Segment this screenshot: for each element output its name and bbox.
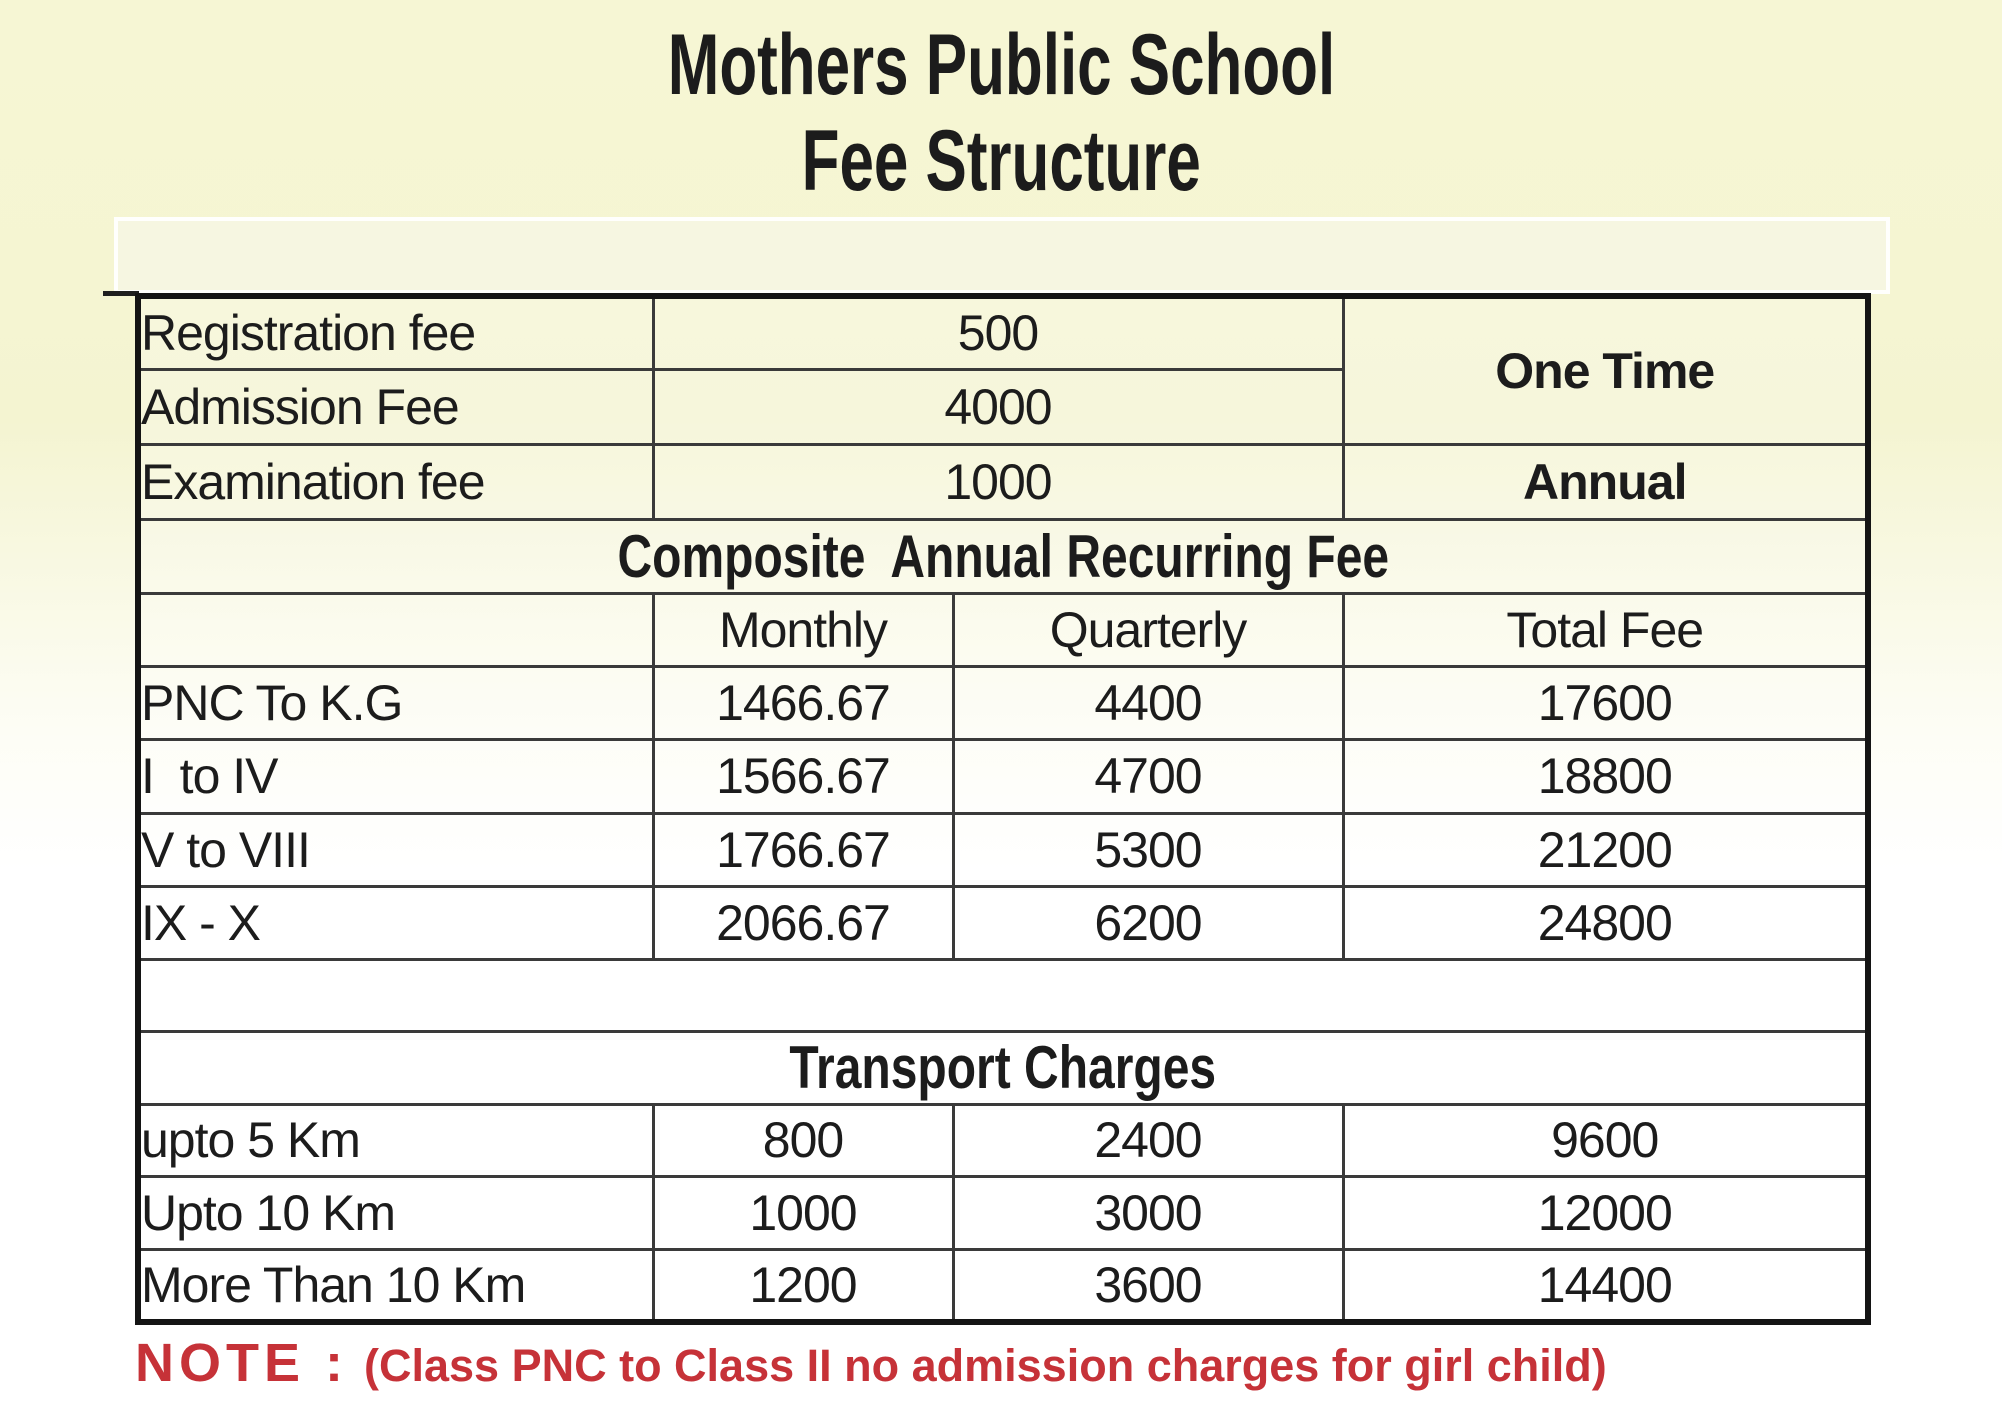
composite-section-title: Composite Annual Recurring Fee	[136, 517, 1870, 595]
total-fee: 24800	[1341, 884, 1870, 961]
quarterly-fee: 4400	[951, 664, 1345, 741]
total-fee: 14400	[1341, 1247, 1870, 1324]
monthly-fee: 1200	[651, 1247, 955, 1324]
transport-section-title: Transport Charges	[136, 1029, 1870, 1106]
monthly-fee: 1466.67	[651, 664, 955, 741]
class-range-label: I to IV	[136, 737, 655, 815]
total-fee: 18800	[1341, 737, 1870, 815]
class-range-label: V to VIII	[136, 811, 655, 888]
class-range-label: IX - X	[136, 884, 655, 961]
page-subtitle-text: Fee Structure	[801, 113, 1201, 209]
monthly-fee: 1566.67	[651, 737, 955, 815]
blank-banner	[114, 217, 1890, 294]
fee-row-amount: 500	[651, 294, 1345, 371]
transport-section-title-text: Transport Charges	[789, 1034, 1217, 1101]
table-row: IX - X 2066.67 6200 24800	[136, 884, 1870, 961]
spacer-cell	[136, 957, 1870, 1033]
fee-row-label: Registration fee	[136, 294, 655, 371]
table-row: Examination fee 1000 Annual	[136, 442, 1870, 521]
note-text: (Class PNC to Class II no admission char…	[364, 1340, 1607, 1391]
table-row: Registration fee 500 One Time	[136, 294, 1870, 446]
quarterly-fee: 6200	[951, 884, 1345, 961]
monthly-fee: 2066.67	[651, 884, 955, 961]
page-title-text: Mothers Public School	[667, 17, 1335, 113]
total-fee: 12000	[1341, 1174, 1870, 1251]
distance-label: More Than 10 Km	[136, 1247, 655, 1324]
quarterly-fee: 2400	[951, 1102, 1345, 1178]
total-fee: 17600	[1341, 664, 1870, 741]
table-row: Admission Fee 4000	[136, 367, 1868, 446]
section-title-row: Transport Charges	[136, 1029, 1870, 1106]
fee-row-amount: 1000	[651, 442, 1345, 521]
one-time-cell: One Time	[1341, 294, 1870, 446]
annual-cell: Annual	[1341, 442, 1870, 521]
quarterly-fee: 5300	[951, 811, 1345, 888]
distance-label: Upto 10 Km	[136, 1174, 655, 1251]
monthly-fee: 1000	[651, 1174, 955, 1251]
column-header-quarterly: Quarterly	[951, 591, 1345, 668]
monthly-fee: 1766.67	[651, 811, 955, 888]
page-subtitle: Fee Structure	[0, 118, 2002, 204]
quarterly-fee: 4700	[951, 737, 1345, 815]
fee-row-label: Examination fee	[136, 442, 655, 521]
table-row: upto 5 Km 800 2400 9600	[136, 1102, 1870, 1178]
table-row: I to IV 1566.67 4700 18800	[136, 737, 1870, 815]
fee-table: Registration fee 500 One Time Admission …	[135, 293, 1871, 1325]
distance-label: upto 5 Km	[136, 1102, 655, 1178]
composite-section-title-text: Composite Annual Recurring Fee	[617, 522, 1389, 590]
section-title-row: Composite Annual Recurring Fee	[136, 517, 1870, 595]
total-fee: 21200	[1341, 811, 1870, 888]
fee-row-label: Admission Fee	[136, 367, 655, 446]
column-header-row: Monthly Quarterly Total Fee	[136, 591, 1870, 668]
table-row: Upto 10 Km 1000 3000 12000	[136, 1174, 1870, 1251]
empty-cell	[136, 591, 655, 668]
table-row: PNC To K.G 1466.67 4400 17600	[136, 664, 1870, 741]
table-corner-tick	[103, 291, 139, 296]
column-header-total: Total Fee	[1341, 591, 1870, 668]
quarterly-fee: 3600	[951, 1247, 1345, 1324]
spacer-row	[136, 957, 1870, 1033]
fee-row-amount: 4000	[651, 367, 1345, 446]
note-prefix: NOTE :	[135, 1333, 348, 1393]
column-header-monthly: Monthly	[651, 591, 955, 668]
page-title: Mothers Public School	[0, 22, 2002, 108]
table-row: V to VIII 1766.67 5300 21200	[136, 811, 1870, 888]
quarterly-fee: 3000	[951, 1174, 1345, 1251]
total-fee: 9600	[1341, 1102, 1870, 1178]
table-row: More Than 10 Km 1200 3600 14400	[136, 1247, 1870, 1324]
note: NOTE : (Class PNC to Class II no admissio…	[135, 1332, 1935, 1394]
monthly-fee: 800	[651, 1102, 955, 1178]
class-range-label: PNC To K.G	[136, 664, 655, 741]
